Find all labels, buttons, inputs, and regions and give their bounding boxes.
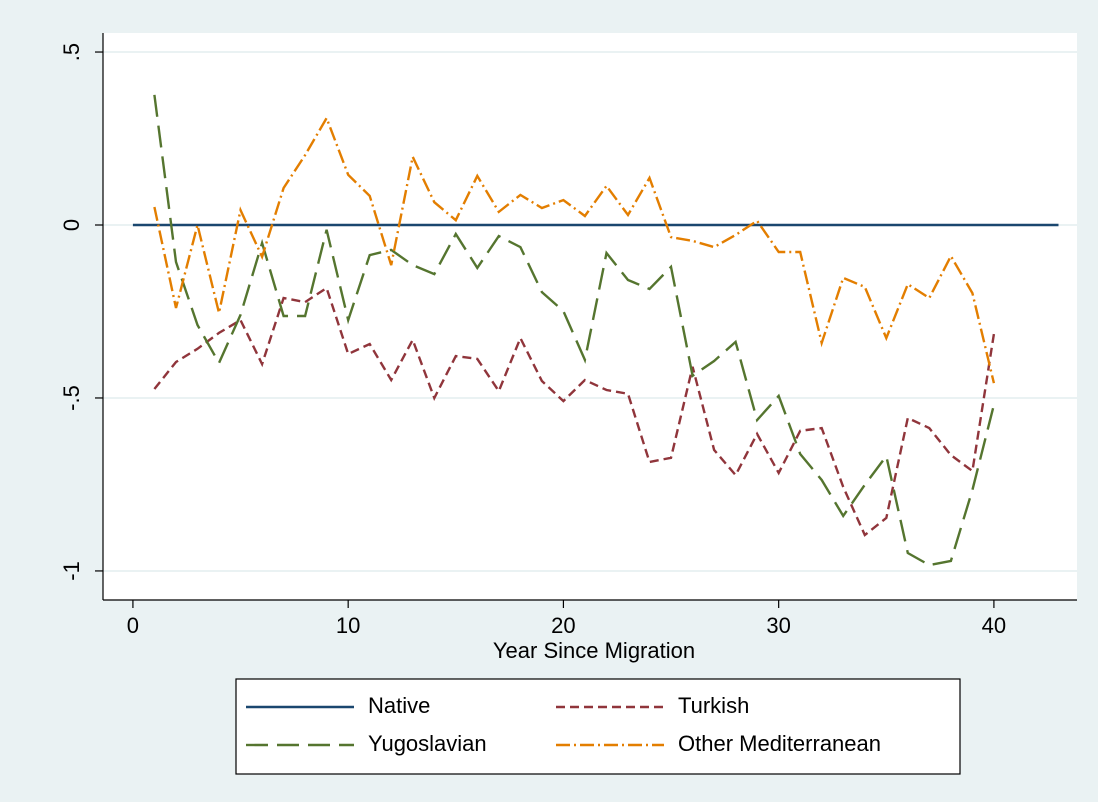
x-tick-label: 20 — [551, 613, 575, 638]
x-tick-label: 30 — [766, 613, 790, 638]
legend-label: Native — [368, 693, 430, 718]
legend-label: Turkish — [678, 693, 749, 718]
series-line — [153, 94, 996, 567]
plot-area — [103, 33, 1077, 600]
x-axis-label: Year Since Migration — [493, 638, 695, 663]
y-tick-label: .5 — [59, 43, 84, 61]
legend-label: Yugoslavian — [368, 731, 487, 756]
legend-label: Other Mediterranean — [678, 731, 881, 756]
y-tick-label: -1 — [59, 561, 84, 581]
x-tick-label: 40 — [982, 613, 1006, 638]
x-tick-label: 10 — [336, 613, 360, 638]
x-tick-label: 0 — [127, 613, 139, 638]
series-line — [153, 286, 996, 537]
y-tick-label: 0 — [59, 219, 84, 231]
series-line — [153, 115, 996, 384]
y-tick-label: -.5 — [59, 385, 84, 411]
legend — [235, 678, 961, 775]
